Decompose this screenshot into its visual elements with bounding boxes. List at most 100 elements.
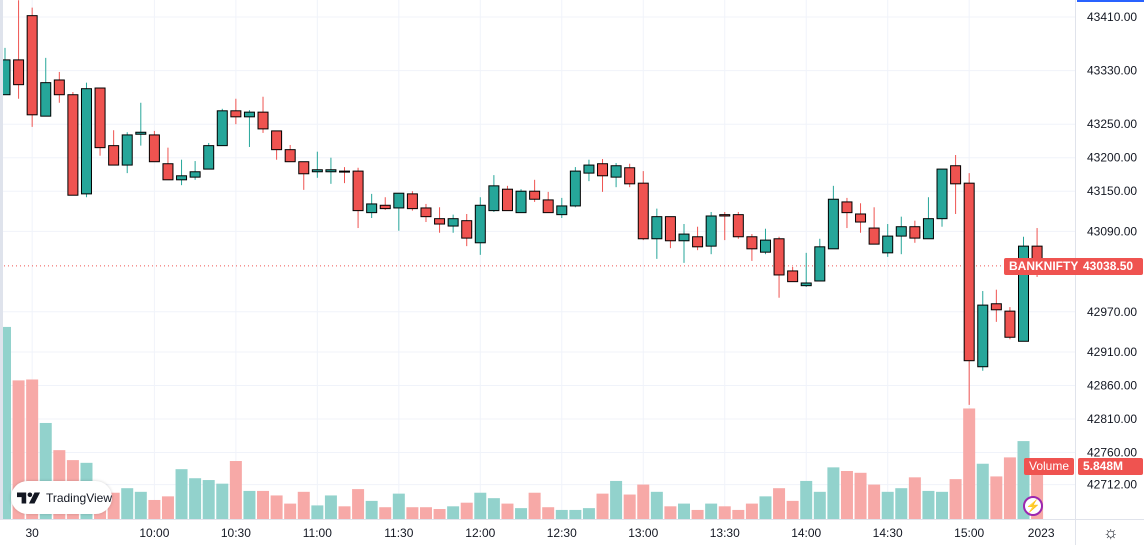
candle-body — [393, 192, 405, 209]
y-tick-label: 42760.00 — [1087, 446, 1137, 460]
candle-body — [719, 214, 731, 217]
candle-body — [882, 235, 894, 254]
volume-bar — [243, 490, 256, 519]
candle — [922, 197, 934, 240]
candle-body — [664, 216, 676, 242]
candle — [13, 0, 25, 99]
candle-body — [922, 218, 934, 240]
candle-body — [542, 199, 554, 214]
tradingview-logo[interactable]: TradingView — [11, 481, 112, 514]
volume-bar — [800, 480, 813, 519]
volume-bar — [868, 484, 881, 519]
volume-bar — [840, 470, 853, 519]
candle — [651, 208, 663, 259]
volume-bar — [311, 505, 324, 519]
volume-bar — [202, 480, 215, 519]
candle — [814, 238, 826, 282]
candle — [406, 191, 418, 211]
volume-bar — [637, 484, 650, 519]
volume-bar — [786, 500, 799, 519]
volume-label: Volume — [1024, 458, 1075, 475]
candle-body — [692, 236, 704, 248]
volume-bar — [881, 491, 894, 519]
candle — [868, 207, 880, 245]
candle-body — [352, 170, 364, 212]
candle — [352, 167, 364, 229]
candle-body — [135, 131, 147, 135]
candle — [882, 224, 894, 257]
candle-body — [94, 87, 106, 149]
x-tick-label: 10:00 — [139, 526, 169, 540]
volume-value-label: 5.848M — [1078, 458, 1143, 475]
candle-body — [977, 304, 989, 368]
candle — [787, 266, 799, 283]
candle-body — [162, 163, 174, 181]
candle-body — [26, 15, 38, 116]
x-tick-label: 11:30 — [384, 526, 413, 540]
volume-bar — [582, 508, 595, 519]
candle — [990, 289, 1002, 322]
candle-body — [325, 169, 337, 173]
volume-bar — [433, 509, 446, 519]
y-tick-label: 42970.00 — [1087, 305, 1137, 319]
candle — [827, 185, 839, 250]
candle-body — [583, 164, 595, 174]
volume-bar — [569, 509, 582, 519]
candle-body — [243, 111, 255, 118]
candle — [936, 168, 948, 227]
candle — [311, 151, 323, 178]
volume-bar — [596, 493, 609, 519]
candle-body — [814, 246, 826, 282]
y-tick-label: 43330.00 — [1087, 64, 1137, 78]
candle-body — [732, 214, 744, 238]
volume-bar — [0, 326, 11, 519]
candle-body — [176, 175, 188, 181]
lightning-icon[interactable]: ⚡ — [1023, 496, 1043, 516]
volume-bar — [338, 506, 351, 519]
volume-bar — [487, 498, 500, 519]
y-tick-label: 43200.00 — [1087, 151, 1137, 165]
candle — [474, 197, 486, 255]
candle-body — [108, 145, 120, 166]
candle-body — [311, 169, 323, 173]
candle — [40, 57, 52, 117]
candle — [447, 214, 459, 233]
candle — [501, 185, 513, 212]
candle — [1004, 307, 1016, 340]
volume-bar — [392, 493, 405, 519]
candle — [420, 203, 432, 223]
candle — [339, 167, 350, 184]
candle — [434, 207, 446, 233]
candle-body — [990, 303, 1002, 311]
candle — [257, 96, 269, 133]
volume-bar — [963, 408, 976, 519]
volume-bar — [773, 488, 786, 519]
settings-gear-icon[interactable]: ☼ — [1103, 523, 1119, 542]
volume-bar — [718, 506, 731, 519]
candle-body — [121, 134, 133, 166]
candle — [963, 173, 975, 405]
volume-bar — [976, 463, 989, 519]
volume-bar — [406, 507, 419, 519]
volume-bar — [216, 483, 229, 519]
volume-bar — [528, 492, 541, 519]
candle — [243, 110, 255, 147]
volume-bar — [623, 494, 636, 519]
candle — [610, 163, 622, 188]
candle-body — [406, 193, 418, 210]
candle — [325, 157, 337, 184]
volume-bar — [908, 477, 921, 519]
candle-body — [474, 204, 486, 244]
x-tick-label: 2023 — [1028, 526, 1055, 540]
tradingview-logo-icon — [17, 491, 41, 504]
volume-bar — [936, 491, 949, 519]
y-tick-label: 42860.00 — [1087, 379, 1137, 393]
volume-bar — [161, 496, 174, 519]
y-tick-label: 42810.00 — [1087, 412, 1137, 426]
candle — [393, 192, 405, 231]
candle — [569, 167, 581, 208]
x-tick-label: 30 — [25, 526, 39, 540]
price-axis-top-accent — [1077, 0, 1144, 2]
x-tick-label: 12:30 — [547, 526, 577, 540]
